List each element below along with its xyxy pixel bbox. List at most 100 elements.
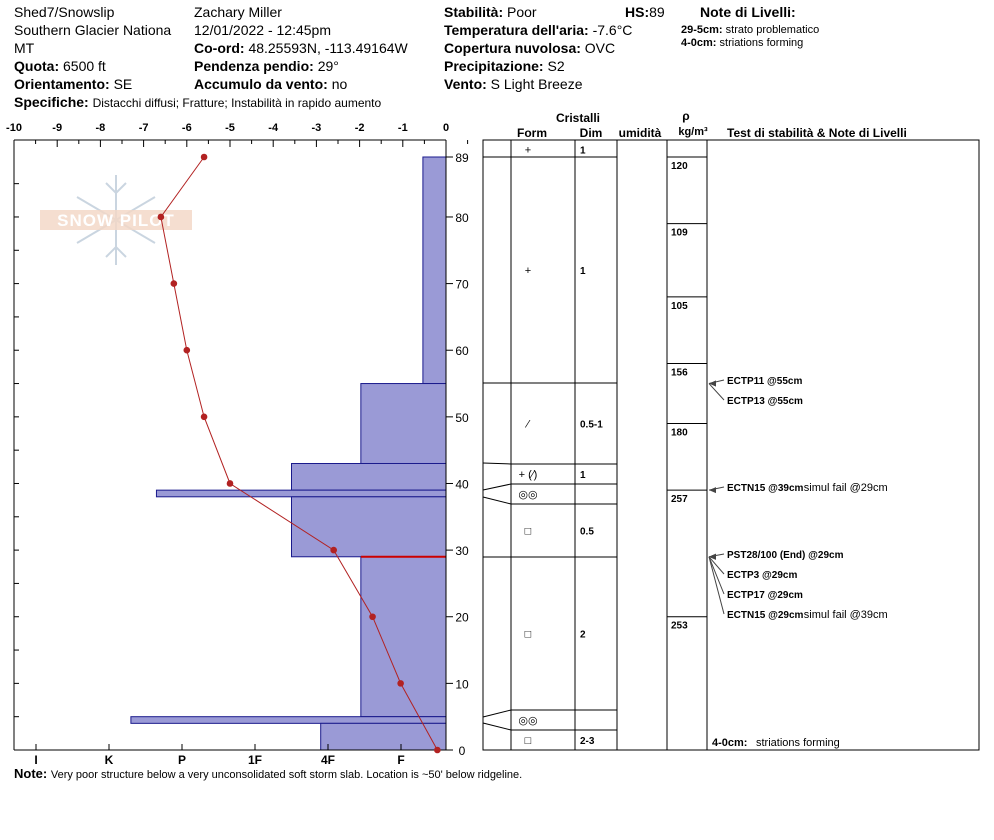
hardness-bar bbox=[130, 716, 447, 724]
crystal-size: 1 bbox=[580, 470, 586, 481]
hardness-bar bbox=[291, 496, 447, 558]
temperature-point bbox=[170, 280, 178, 287]
temperature-tick-label: -1 bbox=[398, 122, 408, 134]
wind-loading-value: no bbox=[331, 76, 348, 92]
hardness-bars bbox=[130, 156, 447, 751]
crystal-size: 0.5 bbox=[580, 527, 594, 538]
footer-note: Note: Very poor structure below a very u… bbox=[14, 766, 522, 781]
logo-text: SNOW PILOT bbox=[57, 211, 175, 230]
test-pointer bbox=[708, 556, 725, 595]
details-value: Distacchi diffusi; Fratture; Instabilità… bbox=[92, 96, 382, 110]
layer-connector bbox=[482, 722, 512, 731]
snow-height-label: HS: bbox=[625, 4, 650, 20]
stability-test-label: ECTN15 @29cm bbox=[727, 610, 804, 621]
height-tick-label: 60 bbox=[455, 344, 469, 358]
sky-cover-value: OVC bbox=[584, 40, 616, 56]
hardness-bar bbox=[155, 489, 447, 498]
stability-field: Stabilità: Poor bbox=[444, 3, 537, 21]
tests-header: Test di stabilità & Note di Livelli bbox=[727, 126, 907, 140]
snow-height-field: HS:89 bbox=[625, 3, 665, 21]
density-symbol: ρ bbox=[682, 109, 689, 123]
observation-datetime: 12/01/2022 - 12:45pm bbox=[194, 22, 331, 38]
layer-note-row: 29-5cm: strato problematico bbox=[681, 24, 819, 36]
crystal-form-symbol: □ bbox=[525, 526, 532, 538]
height-tick-label: 0 bbox=[459, 744, 466, 758]
coordinates-label: Co-ord: bbox=[194, 40, 245, 56]
aspect-field: Orientamento: SE bbox=[14, 75, 132, 93]
crystal-size: 1 bbox=[580, 146, 586, 157]
hardness-tick-label: 4F bbox=[321, 753, 335, 767]
hardness-tick-label: I bbox=[34, 753, 37, 767]
temperature-tick-label: -7 bbox=[139, 122, 149, 134]
layer-notes-title: Note di Livelli: bbox=[700, 4, 796, 20]
air-temp-label: Temperatura dell'aria: bbox=[444, 22, 589, 38]
layer-note-text: strato problematico bbox=[725, 24, 820, 36]
table-border bbox=[482, 139, 980, 751]
stability-label: Stabilità: bbox=[444, 4, 504, 20]
wind-value: S Light Breeze bbox=[490, 76, 583, 92]
temperature-point bbox=[200, 413, 208, 421]
density-value: 253 bbox=[671, 621, 688, 632]
hardness-bar bbox=[422, 156, 447, 385]
form-header: Form bbox=[517, 126, 547, 140]
snow-height-value: 89 bbox=[649, 4, 665, 20]
temperature-point bbox=[200, 153, 208, 161]
temperature-profile bbox=[157, 153, 441, 754]
size-header: Dim bbox=[580, 126, 603, 140]
wind-loading-field: Accumulo da vento: no bbox=[194, 75, 347, 93]
crystal-size: 2 bbox=[580, 630, 586, 641]
sky-cover-label: Copertura nuvolosa: bbox=[444, 40, 581, 56]
observer-name: Zachary Miller bbox=[194, 4, 282, 20]
height-tick-label: 40 bbox=[455, 477, 469, 491]
crystals-header: Cristalli bbox=[556, 111, 600, 125]
crystal-form-symbol: ◎◎ bbox=[518, 715, 537, 727]
density-value: 109 bbox=[671, 228, 688, 239]
layer-note-range: 29-5cm: bbox=[681, 24, 723, 36]
wind-field: Vento: S Light Breeze bbox=[444, 75, 583, 93]
wind-label: Vento: bbox=[444, 76, 487, 92]
temperature-point bbox=[183, 346, 191, 354]
aspect-label: Orientamento: bbox=[14, 76, 110, 92]
crystal-form-symbol: + (⁄) bbox=[519, 469, 538, 481]
air-temp-value: -7.6°C bbox=[592, 22, 633, 38]
layer-connector bbox=[482, 709, 512, 718]
stability-test-label: ECTP17 @29cm bbox=[727, 590, 803, 601]
details-field: Specifiche: Distacchi diffusi; Fratture;… bbox=[14, 94, 381, 110]
temperature-tick-label: -10 bbox=[6, 122, 22, 134]
location-state: MT bbox=[14, 40, 35, 56]
layer-table: +1 + 1 ⁄ 0.5-1 + (⁄) 1 ◎◎ □ 0.5 □ 2 ◎◎ □ 2-3 120 109 105 1… bbox=[482, 139, 980, 751]
hardness-tick-label: 1F bbox=[248, 753, 262, 767]
height-tick-label: 70 bbox=[455, 278, 469, 292]
crystal-form-symbol: □ bbox=[525, 629, 532, 641]
slope-angle-field: Pendenza pendio: 29° bbox=[194, 57, 339, 75]
sky-cover-field: Copertura nuvolosa: OVC bbox=[444, 39, 615, 57]
precipitation-field: Precipitazione: S2 bbox=[444, 57, 565, 75]
slope-angle-label: Pendenza pendio: bbox=[194, 58, 314, 74]
hardness-tick-label: P bbox=[178, 753, 186, 767]
stability-test-label: ECTP13 @55cm bbox=[727, 396, 803, 407]
profile-frame: -10 -9 -8 -7 -6 -5 -4 -3 -2 -1 0010203040506070808… bbox=[6, 122, 469, 767]
temperature-tick-label: -9 bbox=[52, 122, 62, 134]
precipitation-value: S2 bbox=[547, 58, 565, 74]
height-tick-label: 20 bbox=[455, 611, 469, 625]
stability-test-extra: simul fail @29cm bbox=[804, 482, 888, 494]
hardness-bar bbox=[360, 556, 447, 718]
crystal-form-symbol: ⁄ bbox=[524, 419, 531, 431]
temperature-tick-label: -3 bbox=[312, 122, 322, 134]
stability-test-label: ECTN15 @39cm bbox=[727, 483, 804, 494]
elevation-field: Quota: 6500 ft bbox=[14, 57, 106, 75]
height-tick-label: 50 bbox=[455, 411, 469, 425]
details-label: Specifiche: bbox=[14, 94, 89, 110]
wind-loading-label: Accumulo da vento: bbox=[194, 76, 328, 92]
stability-value: Poor bbox=[507, 4, 537, 20]
test-pointer bbox=[708, 556, 725, 615]
density-value: 257 bbox=[671, 494, 688, 505]
temperature-tick-label: -2 bbox=[355, 122, 365, 134]
crystal-form-symbol: □ bbox=[525, 735, 532, 747]
height-tick-label: 80 bbox=[455, 211, 469, 225]
density-value: 105 bbox=[671, 301, 688, 312]
stability-test-label: ECTP11 @55cm bbox=[727, 376, 802, 387]
temperature-tick-label: -6 bbox=[182, 122, 192, 134]
temperature-line bbox=[160, 156, 438, 751]
hardness-tick-label: K bbox=[105, 753, 114, 767]
